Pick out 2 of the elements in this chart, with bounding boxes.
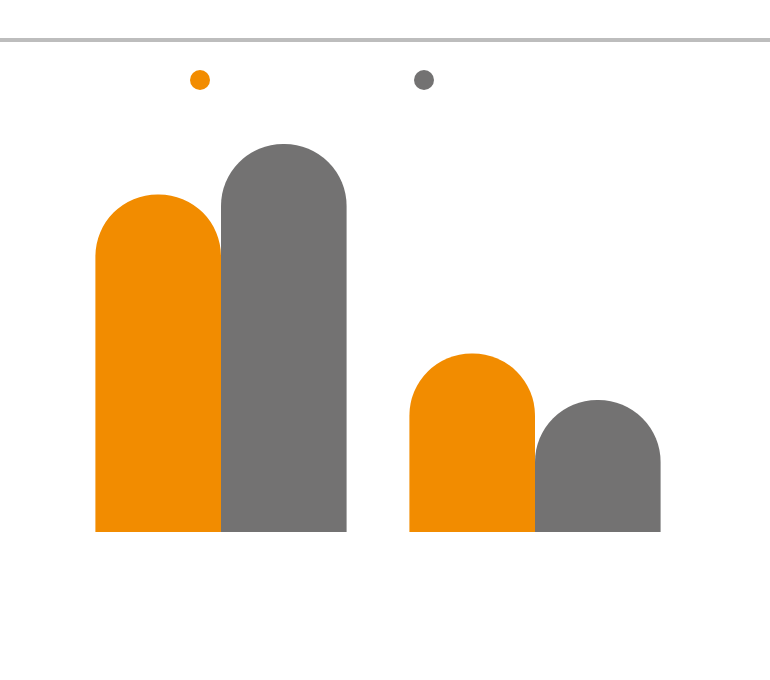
bar <box>95 194 221 532</box>
bar <box>221 144 347 532</box>
